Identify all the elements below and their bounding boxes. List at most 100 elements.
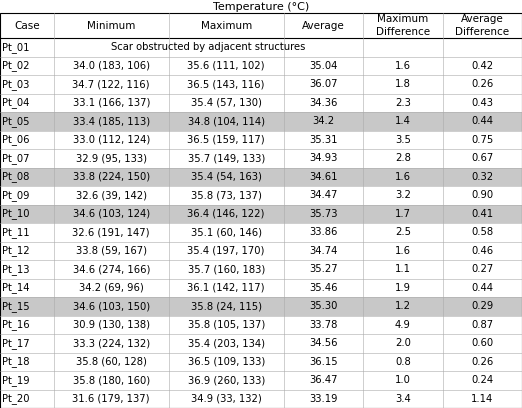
- Text: 34.6 (103, 124): 34.6 (103, 124): [73, 209, 150, 219]
- Text: 33.0 (112, 124): 33.0 (112, 124): [73, 135, 150, 145]
- Bar: [0, 204, 522, 223]
- Text: Pt_17: Pt_17: [3, 338, 30, 349]
- Text: 33.3 (224, 132): 33.3 (224, 132): [73, 338, 150, 348]
- Text: 0.26: 0.26: [471, 357, 493, 367]
- Bar: [0, 242, 522, 260]
- Text: Pt_07: Pt_07: [3, 153, 30, 164]
- Text: 35.1 (60, 146): 35.1 (60, 146): [191, 227, 262, 237]
- Bar: [0, 94, 522, 112]
- Text: 33.78: 33.78: [309, 320, 338, 330]
- Bar: [0, 13, 522, 38]
- Text: 34.2: 34.2: [312, 116, 335, 126]
- Bar: [0, 131, 522, 149]
- Text: Pt_19: Pt_19: [3, 375, 30, 386]
- Bar: [0, 334, 522, 353]
- Text: 34.74: 34.74: [309, 246, 338, 256]
- Text: 3.4: 3.4: [395, 394, 411, 404]
- Text: Pt_14: Pt_14: [3, 282, 30, 293]
- Text: 35.4 (57, 130): 35.4 (57, 130): [191, 98, 262, 108]
- Text: 33.8 (224, 150): 33.8 (224, 150): [73, 172, 150, 182]
- Text: 35.4 (197, 170): 35.4 (197, 170): [187, 246, 265, 256]
- Text: 0.24: 0.24: [471, 375, 493, 385]
- Text: 34.0 (183, 106): 34.0 (183, 106): [73, 61, 150, 71]
- Bar: [0, 297, 522, 315]
- Text: 0.87: 0.87: [471, 320, 493, 330]
- Text: 35.8 (73, 137): 35.8 (73, 137): [191, 191, 262, 200]
- Text: 31.6 (179, 137): 31.6 (179, 137): [73, 394, 150, 404]
- Text: 35.27: 35.27: [309, 264, 338, 274]
- Text: Average: Average: [302, 20, 345, 31]
- Text: 35.31: 35.31: [309, 135, 338, 145]
- Text: 36.47: 36.47: [309, 375, 338, 385]
- Text: Pt_10: Pt_10: [3, 208, 30, 220]
- Text: 35.6 (111, 102): 35.6 (111, 102): [187, 61, 265, 71]
- Text: 2.5: 2.5: [395, 227, 411, 237]
- Text: Pt_18: Pt_18: [3, 356, 30, 367]
- Text: Pt_12: Pt_12: [3, 245, 30, 256]
- Bar: [0, 75, 522, 94]
- Text: 34.6 (103, 150): 34.6 (103, 150): [73, 301, 150, 311]
- Text: Pt_09: Pt_09: [3, 190, 30, 201]
- Text: 0.58: 0.58: [471, 227, 493, 237]
- Text: 1.2: 1.2: [395, 301, 411, 311]
- Text: 1.8: 1.8: [395, 80, 411, 89]
- Text: 1.14: 1.14: [471, 394, 493, 404]
- Text: 34.61: 34.61: [309, 172, 338, 182]
- Text: 34.36: 34.36: [309, 98, 338, 108]
- Text: 1.6: 1.6: [395, 246, 411, 256]
- Bar: [0, 260, 522, 279]
- Text: 35.73: 35.73: [309, 209, 338, 219]
- Bar: [0, 315, 522, 334]
- Bar: [0, 38, 522, 57]
- Text: 1.1: 1.1: [395, 264, 411, 274]
- Text: Pt_01: Pt_01: [3, 42, 30, 53]
- Text: 34.9 (33, 132): 34.9 (33, 132): [191, 394, 262, 404]
- Text: 0.44: 0.44: [471, 283, 493, 293]
- Text: 1.9: 1.9: [395, 283, 411, 293]
- Text: 35.4 (54, 163): 35.4 (54, 163): [191, 172, 262, 182]
- Text: 1.7: 1.7: [395, 209, 411, 219]
- Bar: [0, 353, 522, 371]
- Text: 3.2: 3.2: [395, 191, 411, 200]
- Text: 0.60: 0.60: [471, 338, 493, 348]
- Text: 0.29: 0.29: [471, 301, 493, 311]
- Text: 1.4: 1.4: [395, 116, 411, 126]
- Text: 1.6: 1.6: [395, 172, 411, 182]
- Text: Pt_04: Pt_04: [3, 98, 30, 109]
- Text: 3.5: 3.5: [395, 135, 411, 145]
- Text: 33.86: 33.86: [309, 227, 338, 237]
- Bar: [0, 279, 522, 297]
- Text: 35.8 (105, 137): 35.8 (105, 137): [187, 320, 265, 330]
- Text: Pt_20: Pt_20: [3, 393, 30, 404]
- Text: Case: Case: [14, 20, 40, 31]
- Text: 36.5 (143, 116): 36.5 (143, 116): [187, 80, 265, 89]
- Text: Pt_16: Pt_16: [3, 319, 30, 330]
- Text: 33.8 (59, 167): 33.8 (59, 167): [76, 246, 147, 256]
- Text: 35.7 (149, 133): 35.7 (149, 133): [187, 153, 265, 163]
- Text: 36.1 (142, 117): 36.1 (142, 117): [187, 283, 265, 293]
- Text: 35.4 (203, 134): 35.4 (203, 134): [188, 338, 265, 348]
- Text: 34.93: 34.93: [309, 153, 338, 163]
- Text: 35.04: 35.04: [309, 61, 338, 71]
- Text: 0.26: 0.26: [471, 80, 493, 89]
- Text: 34.7 (122, 116): 34.7 (122, 116): [73, 80, 150, 89]
- Text: 36.4 (146, 122): 36.4 (146, 122): [187, 209, 265, 219]
- Text: Pt_03: Pt_03: [3, 79, 30, 90]
- Text: Temperature (°C): Temperature (°C): [213, 2, 309, 11]
- Text: Scar obstructed by adjacent structures: Scar obstructed by adjacent structures: [111, 42, 305, 53]
- Bar: [0, 57, 522, 75]
- Text: Pt_02: Pt_02: [3, 60, 30, 71]
- Text: Minimum: Minimum: [87, 20, 135, 31]
- Text: 35.46: 35.46: [309, 283, 338, 293]
- Bar: [0, 371, 522, 390]
- Text: 35.8 (180, 160): 35.8 (180, 160): [73, 375, 150, 385]
- Text: 0.75: 0.75: [471, 135, 493, 145]
- Text: 30.9 (130, 138): 30.9 (130, 138): [73, 320, 150, 330]
- Text: 36.07: 36.07: [309, 80, 338, 89]
- Text: 2.3: 2.3: [395, 98, 411, 108]
- Text: 0.44: 0.44: [471, 116, 493, 126]
- Text: 0.67: 0.67: [471, 153, 493, 163]
- Text: Maximum: Maximum: [200, 20, 252, 31]
- Text: 2.8: 2.8: [395, 153, 411, 163]
- Text: 4.9: 4.9: [395, 320, 411, 330]
